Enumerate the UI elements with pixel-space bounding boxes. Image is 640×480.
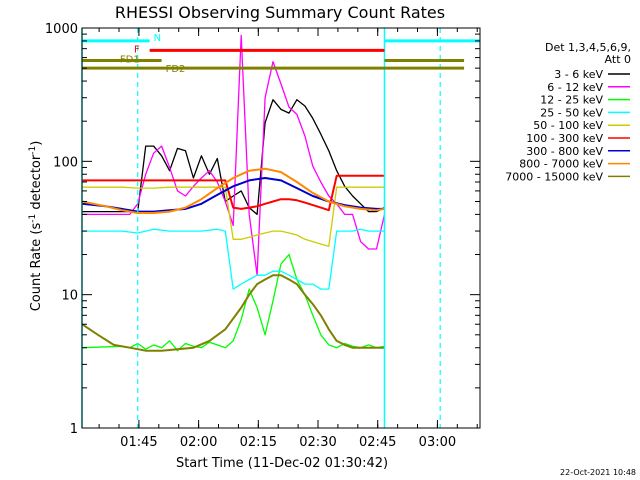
series-line-8 (82, 274, 385, 352)
plot-frame (81, 27, 481, 429)
legend-label-0: 3 - 6 keV (554, 68, 603, 81)
y-axis-label: Count Rate (s-1 detector-1) (28, 141, 44, 312)
legend-label-2: 12 - 25 keV (540, 94, 603, 107)
series-line-0 (82, 99, 385, 216)
series-line-5 (82, 174, 385, 212)
x-tick-label-5: 03:00 (419, 435, 456, 450)
series-line-4 (82, 186, 385, 248)
legend-header-0: Det 1,3,4,5,6,9, (545, 41, 631, 54)
series-line-2 (82, 253, 385, 352)
anno-label-fd1: FD1 (120, 55, 140, 66)
x-tick-label-1: 02:00 (180, 435, 217, 450)
legend-label-1: 6 - 12 keV (547, 81, 603, 94)
x-tick-label-0: 01:45 (120, 435, 157, 450)
series-line-7 (82, 167, 385, 214)
x-tick-label-3: 02:30 (299, 435, 336, 450)
x-axis-label: Start Time (11-Dec-02 01:30:42) (176, 456, 388, 471)
legend-label-8: 7000 - 15000 keV (505, 170, 603, 183)
series-line-1 (82, 34, 386, 276)
y-tick-label-0: 1 (70, 422, 78, 437)
footer-timestamp: 22-Oct-2021 10:48 (560, 468, 636, 477)
anno-label-fd2: FD2 (166, 64, 186, 75)
y-tick-label-2: 100 (53, 155, 78, 170)
legend-header-1: Att 0 (605, 53, 631, 66)
legend-label-7: 800 - 7000 keV (519, 158, 603, 171)
legend-label-4: 50 - 100 keV (533, 119, 603, 132)
legend-label-3: 25 - 50 keV (540, 106, 603, 119)
legend-label-5: 100 - 300 keV (526, 132, 603, 145)
y-tick-label-3: 1000 (45, 22, 78, 37)
x-tick-label-2: 02:15 (240, 435, 277, 450)
legend-label-6: 300 - 800 keV (526, 145, 603, 158)
chart-title: RHESSI Observing Summary Count Rates (115, 3, 445, 22)
anno-label-f: F (134, 44, 140, 55)
anno-label-n: N (154, 33, 161, 44)
x-tick-label-4: 02:45 (359, 435, 396, 450)
y-tick-label-1: 10 (61, 289, 78, 304)
series-line-3 (82, 228, 385, 290)
